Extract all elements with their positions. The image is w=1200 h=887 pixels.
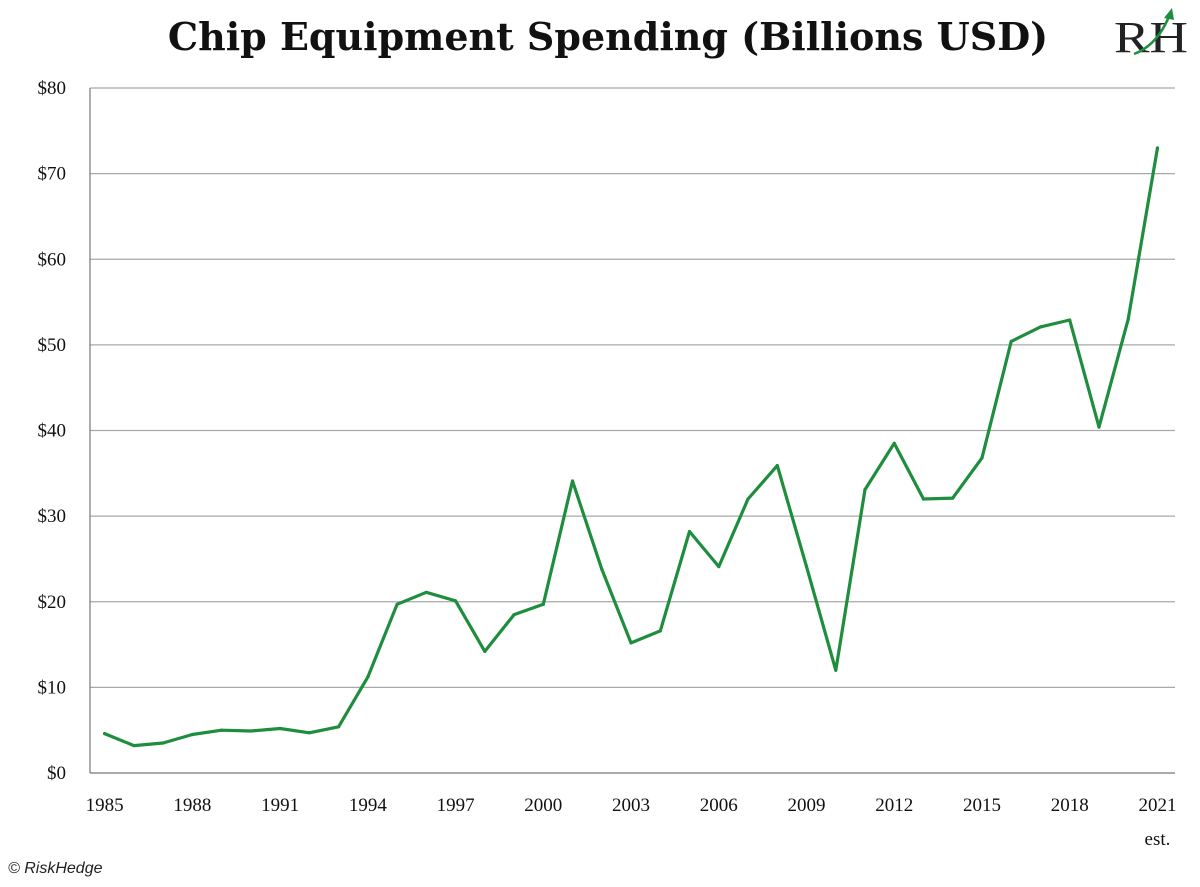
series-line [102,146,1160,748]
data-point [1038,325,1043,329]
data-point [921,497,926,501]
data-point [307,731,311,735]
x-tick-label: 2015 [963,795,1001,816]
x-tick-label: 2021 [1138,795,1176,816]
x-tick-label: 2006 [700,795,738,816]
x-tick-label: 2012 [875,795,913,816]
data-point [132,744,136,748]
y-tick-label: $50 [38,335,67,356]
x-tick-sublabel: est. [1145,829,1171,850]
data-point [834,668,838,672]
logo-arrow-icon [1133,13,1172,56]
data-point [249,729,253,733]
y-tick-label: $40 [38,421,67,442]
data-point [600,567,604,571]
data-point [717,565,721,569]
x-tick-label: 2009 [788,795,826,816]
x-tick-label: 1994 [349,795,388,816]
data-point [1155,146,1160,150]
data-point [687,529,692,534]
data-point [804,565,809,569]
data-point [483,649,487,654]
y-tick-label: $30 [38,506,67,527]
data-point [951,496,955,500]
data-point [746,497,750,501]
y-tick-label: $10 [38,677,67,698]
x-tick-label: 1997 [437,795,475,816]
data-point [658,629,662,633]
series [102,146,1160,748]
x-tick-label: 1991 [261,795,299,816]
data-point [453,599,458,603]
y-tick-label: $0 [47,763,66,784]
data-point [366,675,370,679]
data-point [395,602,399,606]
data-point [161,741,165,745]
data-point [103,732,107,736]
data-point [892,441,896,445]
x-tick-label: 2018 [1051,795,1089,816]
y-tick-label: $70 [38,164,67,185]
y-tick-label: $80 [38,78,67,99]
x-tick-label: 1988 [173,795,211,816]
data-point [863,487,867,492]
data-point [1009,339,1013,344]
data-point [980,456,984,460]
chart-title: Chip Equipment Spending (Billions USD) [168,14,1048,59]
y-tick-label: $60 [38,249,67,270]
data-point [541,602,545,606]
data-point [1097,425,1101,429]
data-point [1068,318,1072,322]
y-tick-label: $20 [38,592,67,613]
data-point [512,612,516,617]
credit: © RiskHedge [8,860,103,877]
data-point [190,732,194,737]
gridlines [90,87,1175,774]
data-point [278,726,282,731]
logo-text: RH [1114,13,1188,62]
data-point [424,590,428,594]
data-point [336,725,341,729]
logo-arrowhead-icon [1164,8,1174,20]
y-axis-ticks: $0 $10 $20 $30 $40 $50 $60 $70 $80 [38,78,67,784]
data-point [629,641,633,645]
data-point [1126,317,1130,321]
data-point [775,464,779,468]
x-axis-ticks: 1985 1988 1991 1994 1997 2000 2003 2006 2009 2012… [86,795,1177,850]
x-tick-label: 1985 [86,795,124,816]
data-point [570,479,575,483]
x-tick-label: 2000 [524,795,562,816]
data-point [220,728,224,732]
x-tick-label: 2003 [612,795,650,816]
logo: RH [1114,8,1188,62]
